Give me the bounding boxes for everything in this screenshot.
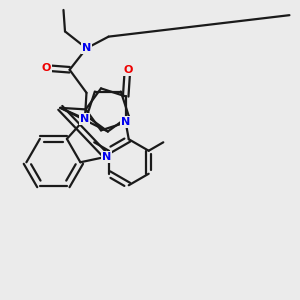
Text: O: O [123,65,133,75]
Text: O: O [41,63,51,73]
Text: N: N [121,117,130,128]
Text: N: N [80,114,90,124]
Text: N: N [82,43,91,53]
Text: N: N [102,152,111,162]
